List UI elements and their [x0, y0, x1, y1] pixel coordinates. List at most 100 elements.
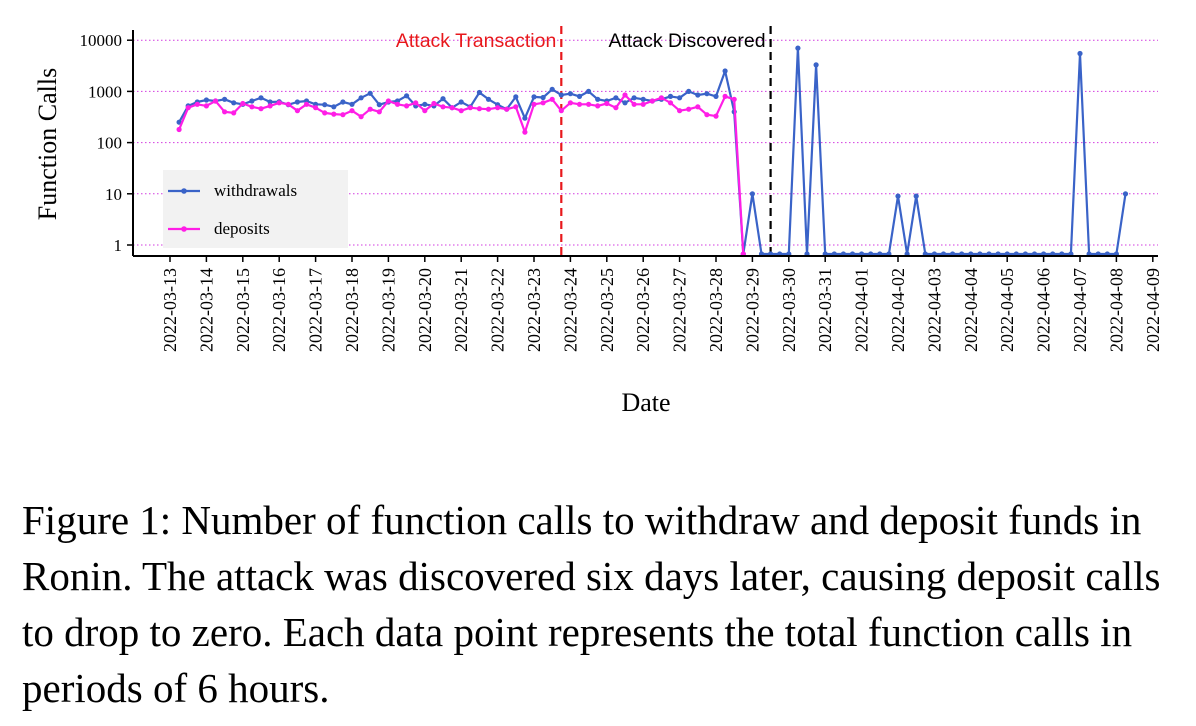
y-tick-label-2: 100: [97, 134, 123, 153]
data-point-deposits-60: [722, 93, 728, 99]
legend-swatch-dot-deposits: [181, 226, 187, 232]
x-tick-label-26: 2022-04-08: [1106, 268, 1126, 352]
data-point-withdrawals-0: [176, 119, 182, 125]
x-tick-label-15: 2022-03-28: [706, 268, 726, 352]
data-point-withdrawals-29: [440, 96, 446, 102]
attack-markers: Attack Transaction Attack Discovered: [396, 26, 772, 256]
data-point-deposits-4: [212, 98, 219, 104]
data-point-deposits-10: [267, 103, 273, 109]
data-point-deposits-33: [476, 106, 482, 112]
data-point-deposits-22: [376, 109, 382, 115]
data-point-withdrawals-50: [631, 95, 637, 101]
x-tick-label-22: 2022-04-04: [961, 268, 981, 352]
data-point-withdrawals-6: [231, 100, 237, 106]
data-point-withdrawals-54: [667, 93, 674, 99]
data-point-deposits-9: [258, 106, 264, 112]
x-tick-label-19: 2022-04-01: [852, 268, 872, 352]
data-point-withdrawals-18: [340, 99, 346, 105]
x-tick-label-8: 2022-03-21: [451, 268, 471, 352]
data-point-deposits-40: [540, 100, 546, 106]
x-tick-label-7: 2022-03-20: [415, 268, 435, 352]
x-tick-label-5: 2022-03-18: [342, 268, 362, 352]
data-point-withdrawals-41: [549, 86, 555, 92]
data-point-deposits-17: [331, 111, 337, 117]
attack-marker-label-1: Attack Discovered: [608, 30, 765, 52]
legend-label-deposits: deposits: [214, 219, 270, 238]
data-point-withdrawals-27: [422, 101, 428, 107]
x-tick-label-16: 2022-03-29: [742, 268, 762, 352]
data-point-deposits-50: [631, 101, 637, 107]
x-axis-label: Date: [621, 388, 670, 417]
data-point-deposits-45: [586, 101, 592, 107]
data-point-deposits-38: [522, 129, 528, 135]
data-point-withdrawals-44: [576, 93, 583, 99]
x-tick-label-4: 2022-03-17: [306, 268, 326, 352]
data-point-deposits-52: [649, 98, 655, 104]
function-calls-chart: Attack Transaction Attack Discovered 1 10 1…: [33, 26, 1163, 417]
data-point-withdrawals-25: [404, 93, 410, 99]
y-tick-label-1: 10: [105, 185, 122, 204]
data-point-deposits-31: [458, 108, 464, 114]
x-tick-label-23: 2022-04-05: [997, 268, 1017, 352]
data-point-withdrawals-34: [485, 96, 492, 102]
data-point-withdrawals-70: [813, 62, 819, 68]
y-axis-label: Function Calls: [33, 68, 62, 220]
data-point-deposits-59: [713, 113, 719, 119]
data-point-withdrawals-37: [513, 94, 519, 100]
legend: withdrawals deposits: [163, 170, 348, 248]
data-point-deposits-14: [303, 101, 310, 107]
data-point-deposits-28: [431, 100, 437, 107]
data-point-deposits-41: [549, 96, 555, 102]
data-point-deposits-21: [367, 106, 373, 112]
data-point-withdrawals-22: [376, 102, 382, 108]
x-tick-label-21: 2022-04-03: [924, 268, 944, 352]
data-point-deposits-30: [449, 105, 455, 111]
x-tick-label-18: 2022-03-31: [815, 268, 835, 352]
data-point-deposits-44: [576, 101, 583, 107]
data-point-withdrawals-81: [913, 193, 919, 199]
data-point-withdrawals-17: [331, 104, 337, 110]
data-point-deposits-19: [349, 108, 355, 114]
data-point-withdrawals-58: [704, 91, 710, 97]
data-point-withdrawals-55: [677, 95, 683, 101]
x-tick-label-9: 2022-03-22: [488, 268, 508, 352]
data-point-deposits-61: [731, 96, 737, 102]
x-tick-label-25: 2022-04-07: [1070, 268, 1090, 352]
data-point-deposits-26: [413, 100, 419, 106]
data-point-deposits-12: [285, 101, 291, 107]
data-point-withdrawals-68: [795, 45, 801, 51]
data-point-withdrawals-3: [203, 97, 209, 103]
data-point-withdrawals-40: [540, 94, 546, 101]
data-point-deposits-56: [686, 106, 692, 112]
data-point-deposits-36: [504, 106, 510, 112]
grid: [133, 39, 1158, 246]
data-point-deposits-53: [658, 95, 665, 101]
data-point-withdrawals-56: [686, 88, 692, 94]
x-tick-label-17: 2022-03-30: [779, 268, 799, 352]
x-tick-label-0: 2022-03-13: [160, 268, 180, 352]
x-tick-label-2: 2022-03-15: [233, 268, 253, 352]
data-point-deposits-3: [203, 103, 209, 109]
data-point-deposits-0: [176, 126, 182, 133]
data-point-deposits-6: [231, 110, 237, 116]
x-tick-label-13: 2022-03-26: [633, 268, 653, 352]
data-point-deposits-55: [677, 108, 683, 114]
data-point-deposits-7: [240, 100, 246, 107]
data-point-withdrawals-5: [222, 96, 228, 102]
x-tick-label-27: 2022-04-09: [1143, 268, 1163, 352]
data-point-withdrawals-45: [586, 88, 592, 94]
y-tick-label-3: 1000: [88, 82, 122, 101]
x-tick-label-6: 2022-03-19: [378, 268, 398, 352]
data-point-withdrawals-42: [558, 92, 564, 98]
y-tick-label-0: 1: [114, 236, 123, 255]
data-point-deposits-32: [467, 105, 473, 111]
data-point-deposits-16: [322, 110, 328, 116]
data-point-withdrawals-19: [349, 101, 355, 107]
data-point-deposits-23: [385, 98, 391, 104]
data-point-deposits-34: [485, 106, 492, 112]
x-tick-label-1: 2022-03-14: [196, 268, 216, 352]
data-point-withdrawals-31: [458, 99, 464, 105]
data-point-deposits-27: [422, 108, 428, 114]
data-point-withdrawals-79: [895, 193, 901, 199]
data-point-withdrawals-9: [258, 95, 264, 101]
